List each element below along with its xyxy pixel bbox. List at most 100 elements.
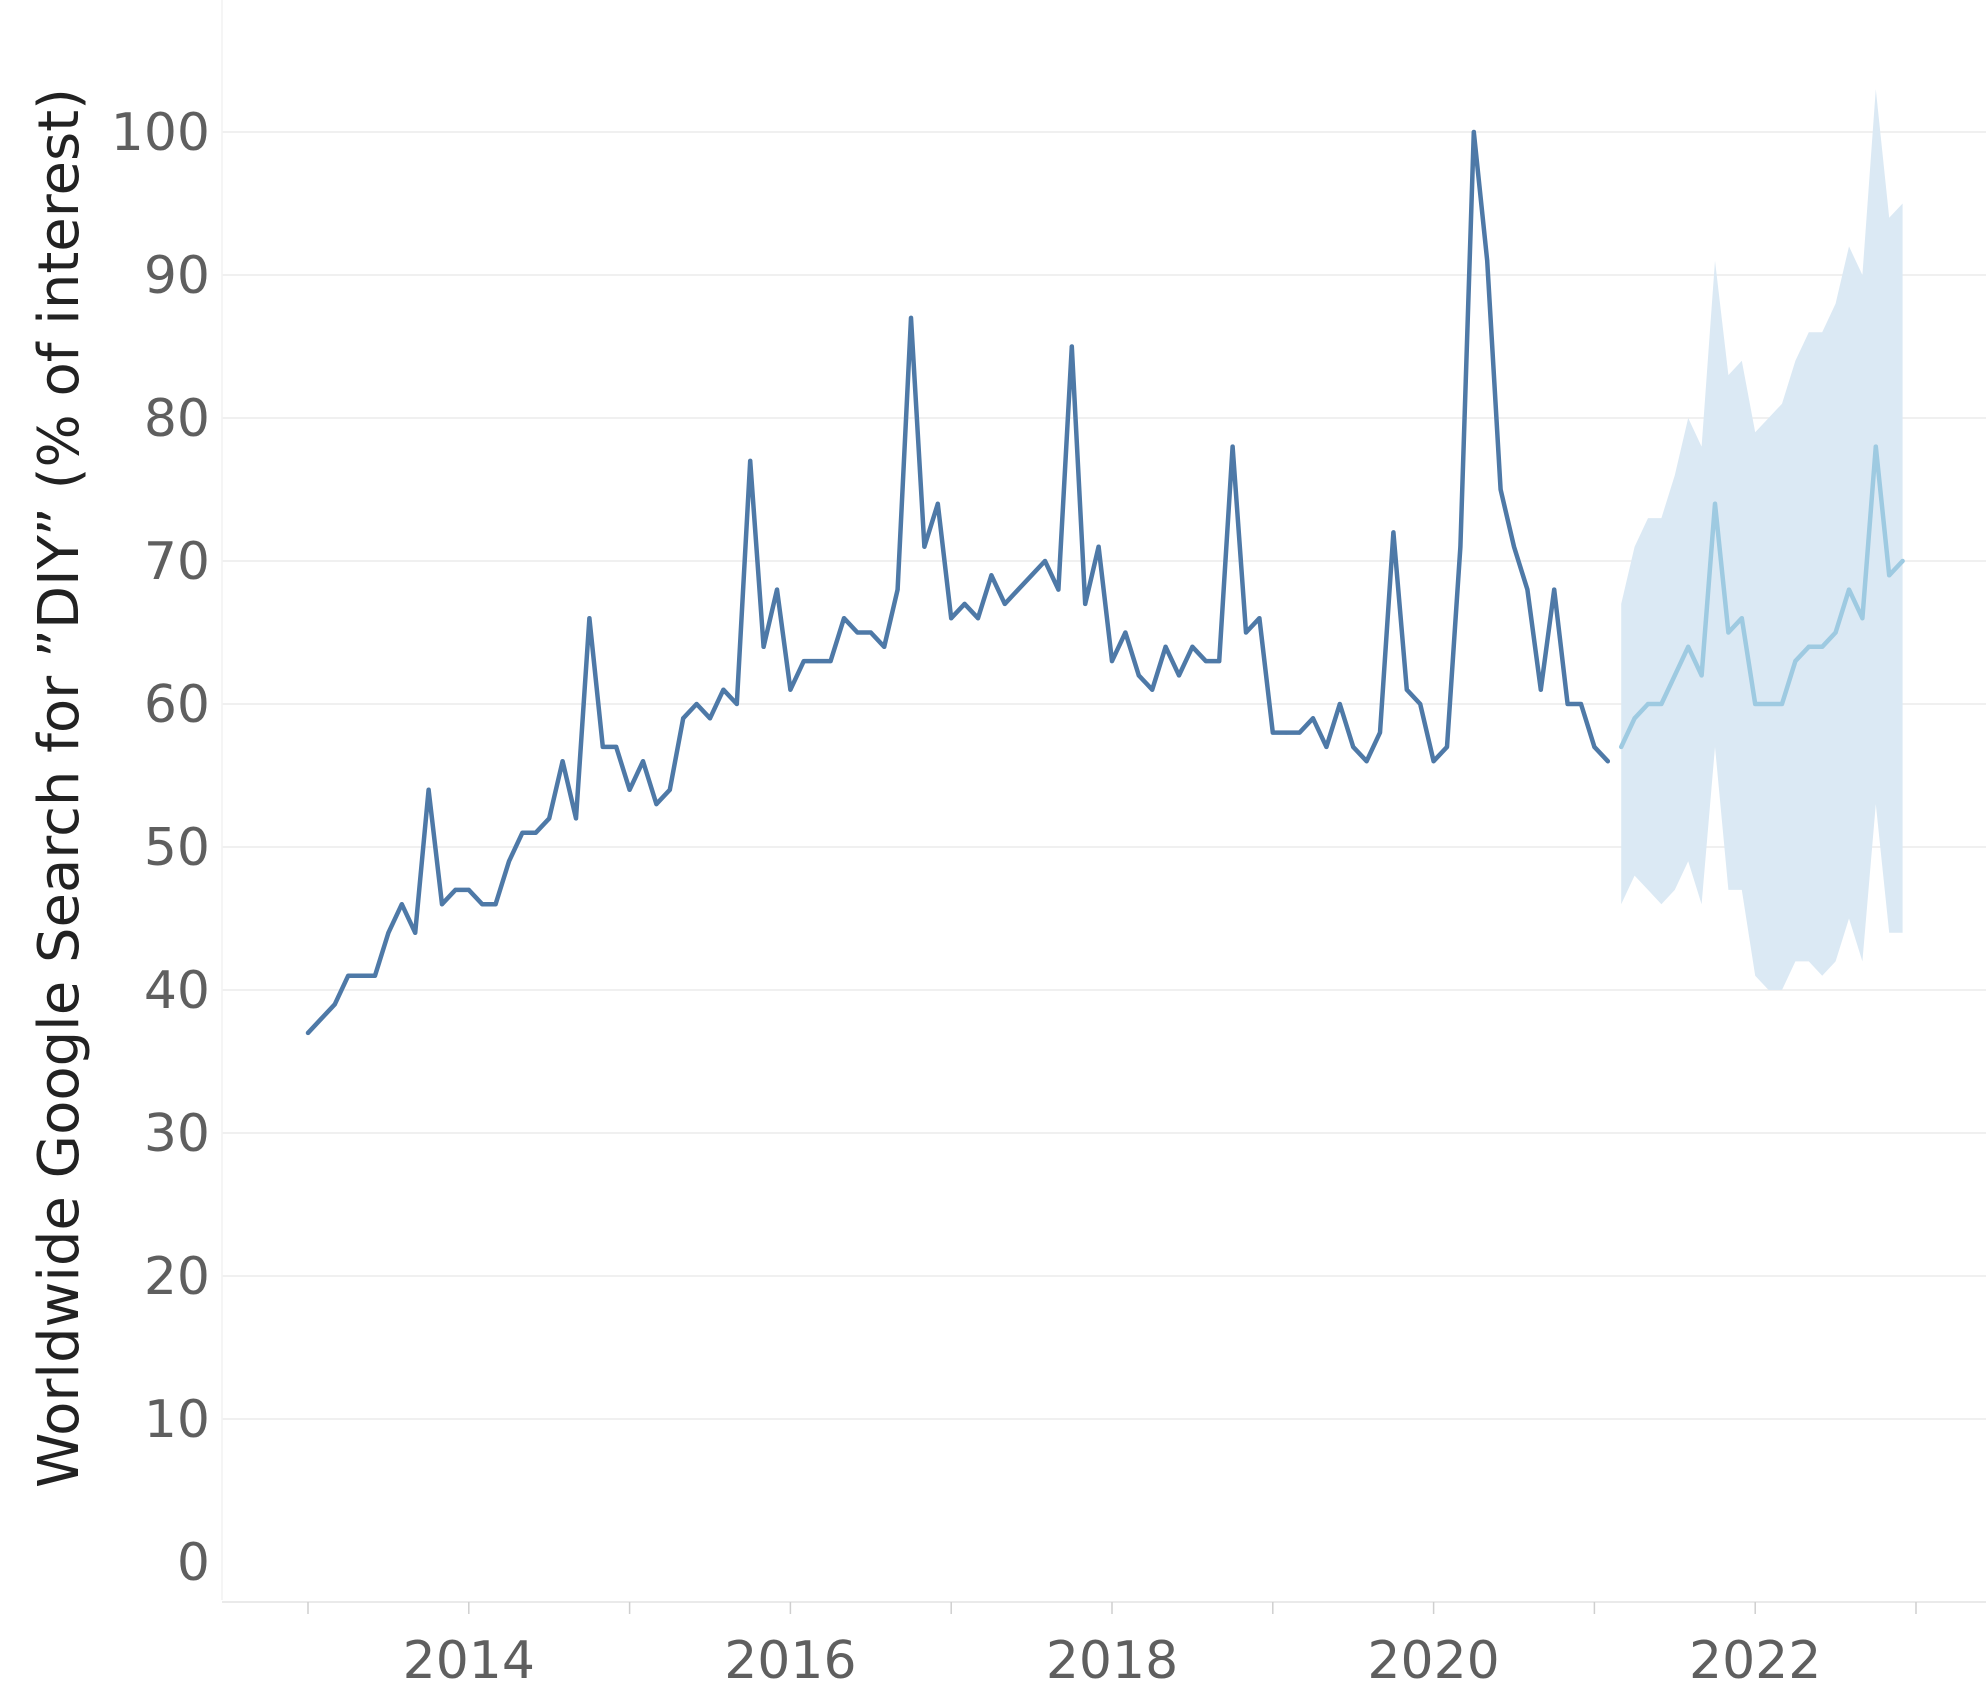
gridlines	[222, 131, 1986, 1420]
actual-point	[667, 787, 672, 792]
actual-point	[935, 501, 940, 506]
actual-point	[1257, 616, 1262, 621]
forecast-point	[1900, 559, 1905, 563]
actual-point	[507, 859, 511, 864]
actual-point	[641, 759, 645, 764]
actual-point	[1297, 730, 1302, 735]
y-tick-label: 50	[144, 818, 210, 878]
actual-line	[305, 129, 1611, 1036]
actual-point	[520, 830, 525, 835]
actual-point	[989, 573, 994, 578]
y-axis-label: Worldwide Google Search for ”DIY” (% of …	[27, 88, 92, 1488]
actual-point	[654, 802, 659, 807]
actual-point	[614, 744, 619, 749]
actual-point	[359, 973, 364, 978]
actual-point	[1565, 702, 1570, 706]
actual-point	[1378, 730, 1382, 735]
forecast-point	[1833, 630, 1838, 635]
actual-point	[1512, 544, 1516, 549]
forecast-point	[1847, 587, 1851, 592]
forecast-point	[1766, 702, 1771, 706]
actual-point	[949, 616, 954, 621]
actual-point	[1458, 544, 1463, 549]
actual-point	[895, 587, 900, 592]
actual-point	[399, 902, 404, 907]
y-tick-label: 30	[144, 1104, 210, 1164]
forecast-band	[1621, 89, 1903, 991]
forecast-point	[1820, 644, 1825, 649]
actual-point	[815, 659, 820, 664]
actual-point	[574, 816, 578, 821]
actual-point	[560, 759, 565, 764]
actual-point	[1605, 759, 1610, 764]
actual-point	[1217, 659, 1222, 664]
actual-point	[1498, 487, 1503, 492]
actual-point	[1485, 258, 1490, 263]
forecast-point	[1793, 659, 1798, 664]
actual-point	[882, 644, 887, 649]
actual-point	[332, 1002, 337, 1007]
actual-point	[600, 744, 605, 749]
actual-point	[547, 816, 552, 821]
x-tick-label: 2018	[1046, 1631, 1178, 1686]
actual-point	[1391, 530, 1396, 535]
actual-point	[1579, 702, 1583, 706]
actual-point	[721, 687, 726, 692]
y-tick-label: 40	[144, 961, 210, 1021]
actual-point	[1029, 573, 1034, 578]
actual-point	[708, 716, 712, 721]
forecast-point	[1753, 702, 1758, 706]
actual-point	[493, 902, 498, 907]
forecast-point	[1672, 673, 1677, 678]
actual-point	[480, 902, 485, 907]
confidence-band	[1621, 89, 1903, 991]
axes	[221, 0, 1986, 1614]
x-tick-label: 2020	[1367, 1631, 1499, 1686]
actual-point	[1592, 744, 1597, 749]
y-tick-label: 70	[144, 532, 210, 592]
actual-point	[1525, 587, 1530, 592]
x-tick-label: 2016	[724, 1631, 856, 1686]
y-tick-label: 0	[177, 1533, 210, 1593]
actual-point	[1445, 744, 1449, 749]
forecast-point	[1726, 630, 1731, 635]
actual-point	[373, 973, 377, 978]
x-tick-label: 2014	[403, 1631, 535, 1686]
actual-point	[855, 630, 860, 635]
forecast-point	[1780, 702, 1784, 706]
actual-point	[1096, 544, 1101, 549]
series-lines	[305, 129, 1905, 1036]
actual-point	[976, 616, 980, 621]
forecast-point	[1646, 702, 1650, 706]
actual-point	[1552, 587, 1557, 592]
actual-point	[922, 544, 927, 549]
actual-point	[694, 702, 699, 706]
actual-point	[1270, 730, 1275, 735]
forecast-line	[1618, 444, 1905, 750]
actual-point	[386, 930, 391, 935]
actual-point	[533, 830, 538, 835]
actual-point	[1002, 601, 1007, 606]
actual-point	[868, 630, 873, 635]
y-tick-label: 10	[144, 1390, 210, 1450]
actual-point	[761, 644, 766, 649]
forecast-point	[1686, 644, 1691, 649]
actual-point	[962, 601, 967, 606]
actual-point	[1043, 559, 1047, 563]
actual-point	[801, 659, 806, 664]
actual-point	[1016, 587, 1021, 592]
actual-point	[748, 458, 753, 463]
actual-point	[842, 616, 846, 621]
forecast-point	[1739, 616, 1744, 621]
actual-point	[1418, 702, 1423, 706]
actual-point	[1203, 659, 1208, 664]
actual-point	[1311, 716, 1315, 721]
forecast-point	[1873, 444, 1878, 449]
forecast-point	[1619, 744, 1624, 749]
actual-point	[440, 902, 444, 907]
actual-point	[909, 315, 913, 320]
actual-point	[828, 659, 833, 664]
y-tick-label: 90	[144, 246, 210, 306]
